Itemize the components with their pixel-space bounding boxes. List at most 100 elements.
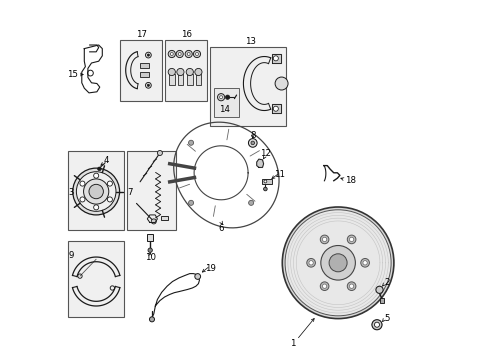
Circle shape — [107, 197, 112, 202]
Circle shape — [145, 82, 151, 88]
Circle shape — [320, 246, 355, 280]
Circle shape — [225, 95, 229, 99]
Text: 19: 19 — [204, 264, 215, 273]
Polygon shape — [271, 54, 280, 63]
Circle shape — [219, 96, 222, 99]
Circle shape — [157, 150, 162, 156]
Bar — [380, 298, 383, 303]
Circle shape — [375, 286, 382, 293]
FancyBboxPatch shape — [213, 88, 239, 117]
Bar — [168, 74, 174, 85]
Circle shape — [188, 140, 193, 145]
Bar — [261, 179, 271, 184]
Circle shape — [248, 200, 253, 205]
Text: 8: 8 — [249, 131, 255, 140]
Circle shape — [187, 53, 190, 55]
Circle shape — [168, 68, 175, 76]
Circle shape — [185, 50, 192, 58]
Circle shape — [177, 68, 183, 76]
Text: 11: 11 — [274, 170, 285, 179]
Polygon shape — [256, 159, 263, 167]
Text: 3: 3 — [68, 188, 74, 197]
Bar — [195, 74, 201, 85]
Circle shape — [374, 322, 379, 327]
Circle shape — [148, 248, 152, 252]
Text: 12: 12 — [259, 149, 270, 158]
Bar — [147, 234, 153, 241]
Circle shape — [282, 207, 393, 319]
FancyBboxPatch shape — [165, 40, 206, 101]
Circle shape — [151, 219, 156, 224]
Bar — [140, 72, 149, 77]
Text: 17: 17 — [135, 30, 146, 39]
Circle shape — [98, 167, 101, 171]
Bar — [177, 74, 183, 85]
Text: 6: 6 — [218, 224, 224, 233]
Circle shape — [320, 282, 328, 291]
Text: 1: 1 — [290, 339, 295, 348]
Circle shape — [306, 258, 315, 267]
Circle shape — [308, 261, 313, 265]
FancyBboxPatch shape — [68, 151, 123, 230]
Text: 14: 14 — [219, 105, 230, 114]
Circle shape — [248, 140, 253, 145]
Circle shape — [188, 200, 193, 205]
Circle shape — [186, 68, 193, 76]
Circle shape — [320, 235, 328, 244]
Circle shape — [217, 94, 224, 101]
Circle shape — [195, 53, 198, 55]
Text: 7: 7 — [127, 188, 133, 197]
Circle shape — [176, 50, 183, 58]
Circle shape — [285, 210, 390, 316]
Text: 9: 9 — [68, 251, 74, 260]
Circle shape — [250, 141, 254, 145]
Circle shape — [322, 284, 326, 288]
Circle shape — [328, 254, 346, 272]
FancyBboxPatch shape — [120, 40, 162, 101]
Circle shape — [194, 68, 202, 76]
Circle shape — [264, 180, 266, 183]
Circle shape — [248, 139, 257, 147]
Polygon shape — [271, 104, 280, 113]
Circle shape — [94, 205, 99, 210]
Circle shape — [147, 54, 149, 56]
Circle shape — [349, 284, 353, 288]
Circle shape — [145, 52, 151, 58]
FancyBboxPatch shape — [68, 241, 123, 317]
Circle shape — [273, 106, 278, 111]
Text: 2: 2 — [383, 278, 388, 287]
Circle shape — [147, 84, 149, 86]
Text: 13: 13 — [245, 37, 256, 46]
Circle shape — [275, 77, 287, 90]
Circle shape — [83, 179, 108, 204]
Bar — [140, 63, 149, 68]
FancyBboxPatch shape — [210, 47, 285, 126]
Circle shape — [273, 56, 278, 61]
Circle shape — [168, 50, 175, 58]
Circle shape — [263, 187, 266, 191]
Circle shape — [76, 172, 116, 211]
Circle shape — [322, 237, 326, 242]
Circle shape — [107, 181, 112, 186]
Circle shape — [178, 53, 181, 55]
Circle shape — [362, 261, 366, 265]
Circle shape — [170, 53, 173, 55]
Text: 15: 15 — [67, 70, 78, 79]
Circle shape — [73, 168, 120, 215]
Circle shape — [371, 320, 381, 330]
Text: 10: 10 — [144, 253, 155, 262]
Circle shape — [193, 50, 200, 58]
Text: 5: 5 — [383, 314, 388, 323]
Circle shape — [94, 173, 99, 178]
Circle shape — [80, 197, 85, 202]
Text: 4: 4 — [103, 156, 108, 165]
FancyBboxPatch shape — [127, 151, 176, 230]
Text: 16: 16 — [180, 30, 191, 39]
Circle shape — [349, 237, 353, 242]
Circle shape — [346, 235, 355, 244]
Circle shape — [346, 282, 355, 291]
Circle shape — [194, 274, 200, 279]
Bar — [186, 74, 192, 85]
Circle shape — [89, 184, 103, 199]
Bar — [161, 216, 168, 220]
